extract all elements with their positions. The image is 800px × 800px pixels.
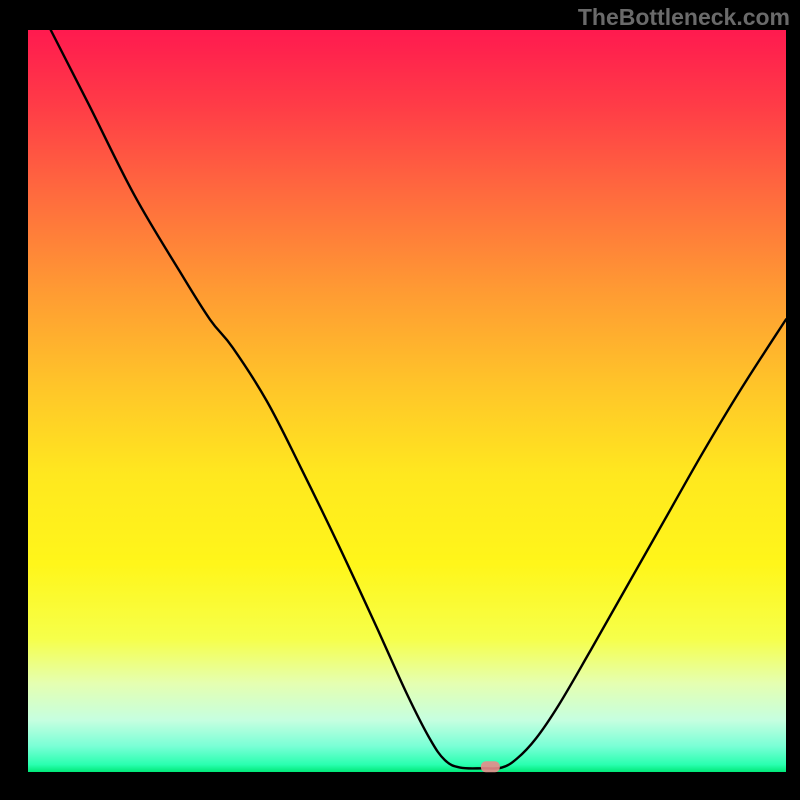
chart-frame: TheBottleneck.com — [0, 0, 800, 800]
optimal-point-marker — [481, 761, 500, 772]
plot-background — [28, 30, 786, 772]
attribution-watermark: TheBottleneck.com — [578, 4, 790, 31]
bottleneck-chart — [0, 0, 800, 800]
